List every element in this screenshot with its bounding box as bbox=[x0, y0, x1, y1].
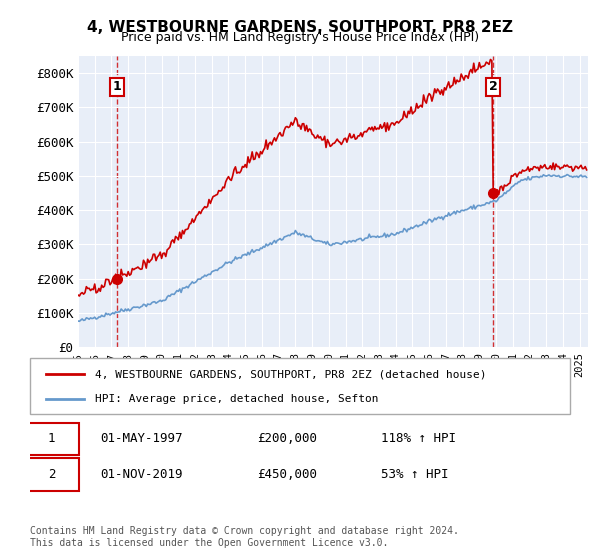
Text: 4, WESTBOURNE GARDENS, SOUTHPORT, PR8 2EZ: 4, WESTBOURNE GARDENS, SOUTHPORT, PR8 2E… bbox=[87, 20, 513, 35]
Text: 01-NOV-2019: 01-NOV-2019 bbox=[100, 468, 182, 480]
Text: 1: 1 bbox=[113, 80, 121, 94]
Text: £200,000: £200,000 bbox=[257, 432, 317, 445]
FancyBboxPatch shape bbox=[30, 358, 570, 414]
Text: 01-MAY-1997: 01-MAY-1997 bbox=[100, 432, 182, 445]
Text: 2: 2 bbox=[489, 80, 497, 94]
Text: 2: 2 bbox=[48, 468, 55, 480]
Text: Contains HM Land Registry data © Crown copyright and database right 2024.
This d: Contains HM Land Registry data © Crown c… bbox=[30, 526, 459, 548]
Text: 53% ↑ HPI: 53% ↑ HPI bbox=[381, 468, 449, 480]
Text: 1: 1 bbox=[48, 432, 55, 445]
Text: £450,000: £450,000 bbox=[257, 468, 317, 480]
FancyBboxPatch shape bbox=[25, 422, 79, 455]
Text: HPI: Average price, detached house, Sefton: HPI: Average price, detached house, Seft… bbox=[95, 394, 379, 404]
FancyBboxPatch shape bbox=[25, 458, 79, 491]
Text: Price paid vs. HM Land Registry's House Price Index (HPI): Price paid vs. HM Land Registry's House … bbox=[121, 31, 479, 44]
Text: 4, WESTBOURNE GARDENS, SOUTHPORT, PR8 2EZ (detached house): 4, WESTBOURNE GARDENS, SOUTHPORT, PR8 2E… bbox=[95, 369, 487, 379]
Text: 118% ↑ HPI: 118% ↑ HPI bbox=[381, 432, 456, 445]
